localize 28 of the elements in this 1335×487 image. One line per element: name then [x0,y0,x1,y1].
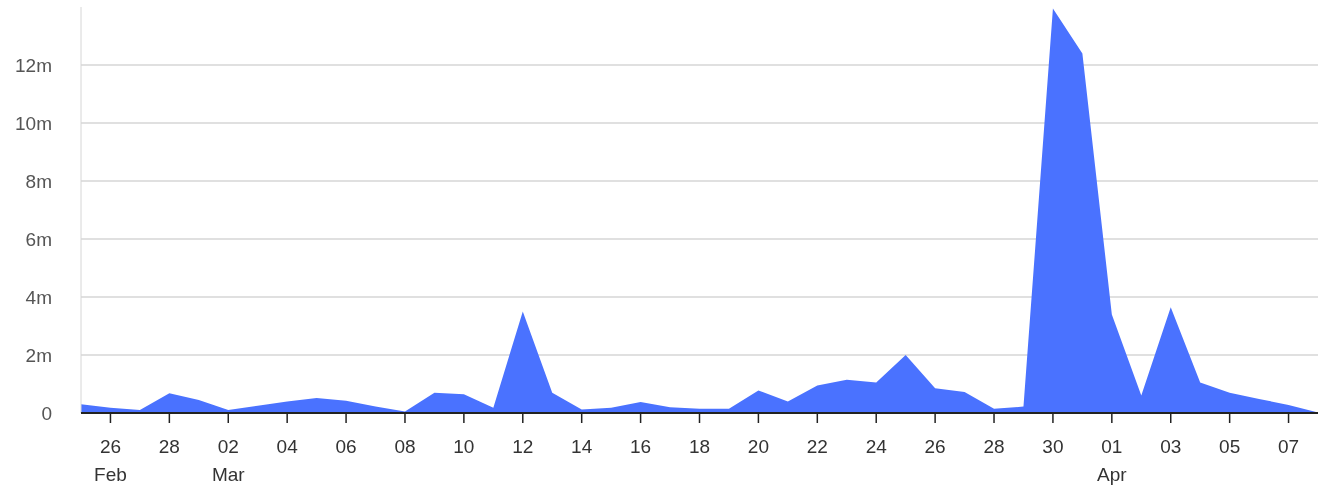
x-tick-label: 03 [1160,436,1182,457]
x-tick-label: 30 [1042,436,1064,457]
x-tick-label: 07 [1277,436,1300,457]
x-tick-label: 16 [630,436,652,457]
x-tick-label: 05 [1219,436,1241,457]
y-tick-label: 10m [15,112,52,134]
x-tick-label: 08 [394,436,416,457]
x-tick-label: 06 [335,436,357,457]
x-tick-label: 26 Feb [94,436,127,485]
x-tick-label: 04 [276,436,299,457]
y-tick-label: 2m [25,344,52,366]
y-tick-label: 4m [25,286,52,308]
x-tick-label: 28 [158,436,180,457]
x-tick-label: 22 [806,436,828,457]
x-tick-label: 14 [571,436,593,457]
x-tick-label: 18 [688,436,711,457]
y-tick-label: 8m [25,170,52,192]
x-tick-label: 02 Mar [211,436,246,485]
x-tick-label: 12 [512,436,534,457]
x-tick-label: 20 [747,436,769,457]
y-tick-label: 12m [15,54,52,76]
x-tick-label: 01 Apr [1097,436,1128,485]
x-tick-label: 24 [865,436,888,457]
x-tick-label: 26 [924,436,946,457]
y-tick-label: 0 [41,402,52,424]
x-tick-label: 10 [453,436,475,457]
y-tick-label: 6m [25,228,52,250]
x-tick-label: 28 [983,436,1005,457]
